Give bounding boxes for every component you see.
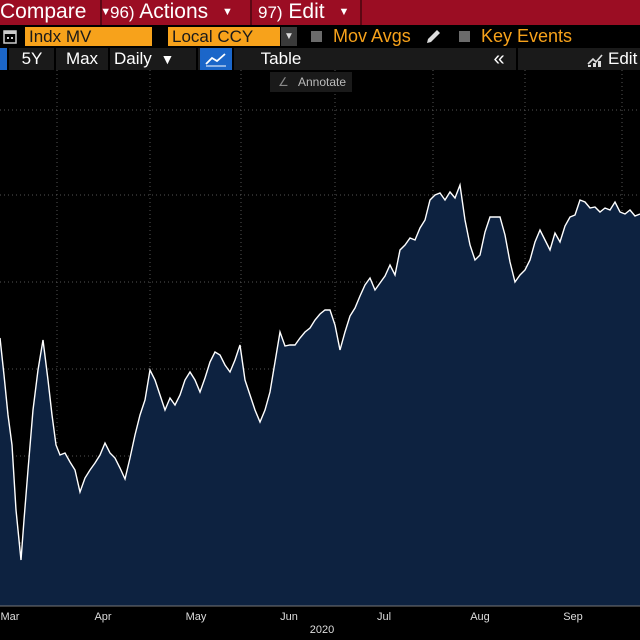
- x-tick-label-mar: Mar: [1, 611, 20, 623]
- price-line: [0, 182, 640, 561]
- calendar-icon[interactable]: [3, 29, 17, 44]
- currency-dropdown-icon[interactable]: ▼: [281, 27, 297, 46]
- compare-menu[interactable]: Compare ▼: [0, 0, 111, 25]
- price-chart[interactable]: Mar Apr May Jun Jul Aug Sep 2020: [0, 70, 640, 640]
- mov-avgs-checkbox[interactable]: [311, 31, 322, 42]
- x-axis-ticks: Mar Apr May Jun Jul Aug Sep: [1, 611, 583, 623]
- currency-selector[interactable]: Local CCY: [168, 27, 280, 46]
- field-selector[interactable]: Indx MV: [25, 27, 152, 46]
- range-tab-active[interactable]: [0, 48, 7, 70]
- period-dropdown[interactable]: Daily ▼: [114, 48, 186, 70]
- pencil-icon[interactable]: [424, 28, 442, 46]
- toolbar-divider: [108, 48, 110, 70]
- edit-label: Edit: [288, 0, 325, 23]
- edit-menu[interactable]: 97) Edit ▼: [258, 0, 349, 25]
- line-chart-icon: [205, 53, 226, 67]
- line-chart-tab[interactable]: [200, 48, 232, 70]
- key-events-checkbox[interactable]: [459, 31, 470, 42]
- edit-chart-button[interactable]: Edit: [608, 49, 638, 68]
- compare-label: Compare: [0, 0, 87, 23]
- menu-divider: [360, 0, 362, 25]
- x-tick-label-jul: Jul: [377, 611, 391, 623]
- chart-edit-icon[interactable]: [586, 51, 604, 67]
- actions-shortcut: 96): [110, 3, 135, 22]
- year-label: 2020: [310, 624, 334, 636]
- annotate-label: Annotate: [298, 75, 347, 89]
- menu-divider: [100, 0, 102, 25]
- actions-menu[interactable]: 96) Actions ▼: [110, 0, 233, 25]
- period-caret-icon: ▼: [160, 51, 175, 67]
- key-events-label[interactable]: Key Events: [481, 26, 573, 46]
- x-axis-band: [0, 606, 640, 640]
- range-max-button[interactable]: Max: [65, 49, 99, 68]
- toolbar-divider: [232, 48, 234, 70]
- mov-avgs-label[interactable]: Mov Avgs: [333, 26, 411, 46]
- collapse-icon[interactable]: «: [493, 48, 505, 70]
- edit-shortcut: 97): [258, 3, 283, 22]
- toolbar-divider: [7, 48, 9, 70]
- actions-label: Actions: [139, 0, 209, 23]
- menu-bar: [0, 0, 640, 25]
- menu-divider: [250, 0, 252, 25]
- price-area: [0, 185, 640, 610]
- annotate-pen-icon: ∠: [278, 75, 289, 89]
- toolbar-divider: [516, 48, 518, 70]
- actions-caret-icon: ▼: [221, 6, 233, 18]
- toolbar-divider: [196, 48, 198, 70]
- annotate-button[interactable]: ∠ Annotate: [270, 72, 352, 92]
- toolbar-divider: [54, 48, 56, 70]
- range-5y-button[interactable]: 5Y: [21, 49, 43, 68]
- x-tick-label-apr: Apr: [94, 611, 111, 623]
- table-tab[interactable]: Table: [260, 49, 302, 68]
- edit-caret-icon: ▼: [338, 6, 350, 18]
- x-tick-label-jun: Jun: [280, 611, 298, 623]
- x-tick-label-may: May: [186, 611, 207, 623]
- period-label: Daily: [114, 49, 152, 68]
- x-tick-label-aug: Aug: [470, 611, 490, 623]
- x-tick-label-sep: Sep: [563, 611, 583, 623]
- compare-caret-icon: ▼: [100, 6, 112, 18]
- toolbar-row: [0, 48, 640, 70]
